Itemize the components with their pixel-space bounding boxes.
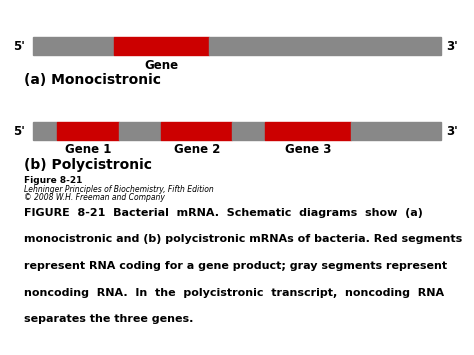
Bar: [33, 37, 114, 55]
Text: FIGURE  8-21  Bacterial  mRNA.  Schematic  diagrams  show  (a): FIGURE 8-21 Bacterial mRNA. Schematic di…: [24, 208, 423, 218]
Bar: [114, 37, 209, 55]
Text: separates the three genes.: separates the three genes.: [24, 314, 193, 324]
Bar: [57, 122, 118, 140]
Text: Gene: Gene: [144, 59, 178, 72]
Bar: [232, 122, 265, 140]
Text: © 2008 W.H. Freeman and Company: © 2008 W.H. Freeman and Company: [24, 193, 164, 202]
Text: Figure 8-21: Figure 8-21: [24, 176, 82, 185]
Text: 5': 5': [13, 40, 25, 53]
Bar: [265, 122, 351, 140]
Text: Gene 1: Gene 1: [64, 143, 111, 156]
Text: Gene 2: Gene 2: [173, 143, 220, 156]
Text: noncoding  RNA.  In  the  polycistronic  transcript,  noncoding  RNA: noncoding RNA. In the polycistronic tran…: [24, 288, 444, 297]
Text: 5': 5': [13, 125, 25, 138]
Bar: [33, 122, 57, 140]
Text: Lehninger Principles of Biochemistry, Fifth Edition: Lehninger Principles of Biochemistry, Fi…: [24, 185, 213, 194]
Text: (a) Monocistronic: (a) Monocistronic: [24, 73, 161, 87]
Text: Gene 3: Gene 3: [285, 143, 331, 156]
Text: 3': 3': [447, 125, 458, 138]
Text: 3': 3': [447, 40, 458, 53]
Bar: [118, 122, 161, 140]
Text: monocistronic and (b) polycistronic mRNAs of bacteria. Red segments: monocistronic and (b) polycistronic mRNA…: [24, 234, 462, 244]
Text: represent RNA coding for a gene product; gray segments represent: represent RNA coding for a gene product;…: [24, 261, 447, 271]
Bar: [209, 37, 441, 55]
Text: (b) Polycistronic: (b) Polycistronic: [24, 158, 152, 172]
Bar: [351, 122, 441, 140]
Bar: [161, 122, 232, 140]
